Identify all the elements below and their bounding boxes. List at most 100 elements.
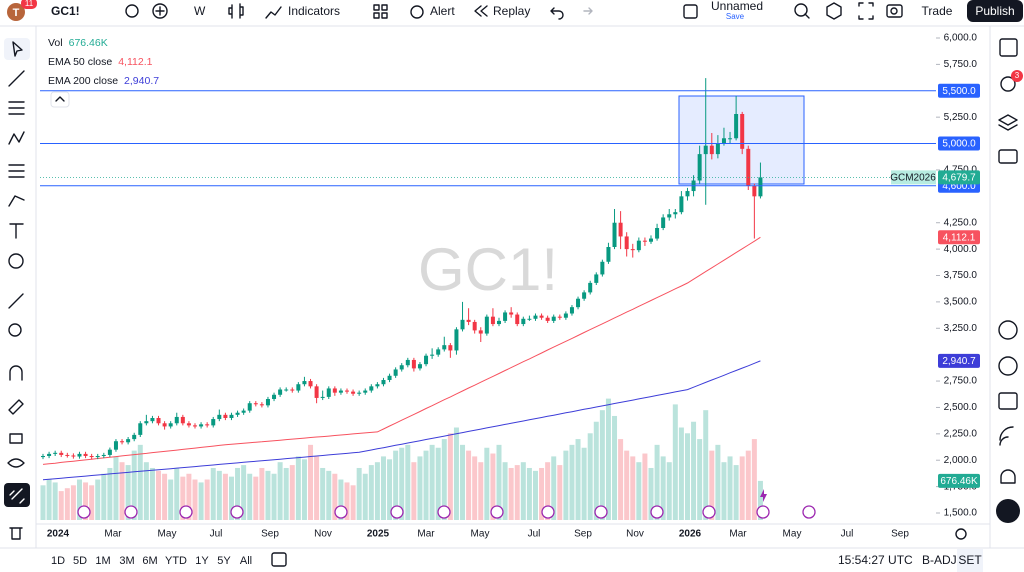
candle-body [71,455,76,457]
fullscreen-icon[interactable] [858,2,874,20]
range-button[interactable]: 5Y [217,555,231,567]
alert[interactable]: Alert [430,4,455,18]
candle-body [278,389,283,395]
trend-line-tool[interactable] [8,70,25,87]
text-tool[interactable] [9,223,24,239]
save[interactable]: Save [726,12,745,21]
event-icon[interactable] [760,489,767,502]
emoji-tool[interactable] [8,253,24,269]
adjustment[interactable]: B-ADJ [922,553,957,567]
candle-body [113,441,118,450]
volume-bar [581,447,587,520]
brush-tool[interactable] [8,195,25,207]
delete-tool[interactable] [9,527,23,540]
event-marker[interactable] [334,505,348,519]
indicators[interactable]: Indicators [288,4,340,18]
event-marker[interactable] [802,505,816,519]
candle-body [588,282,593,293]
x-tick-label: Mar [729,529,747,540]
volume-layer [40,398,763,520]
search-icon[interactable] [794,3,808,17]
event-marker[interactable] [437,505,451,519]
event-marker[interactable] [756,505,770,519]
interval[interactable]: W [194,4,206,18]
event-marker[interactable] [541,505,555,519]
volume-bar [101,473,107,520]
event-marker[interactable] [594,505,608,519]
layers-icon[interactable] [998,114,1018,131]
event-marker[interactable] [650,505,664,519]
replay[interactable]: Replay [493,4,530,18]
ideas-icon[interactable] [998,320,1018,340]
snapshot-icon[interactable] [886,4,903,18]
ruler-tool[interactable] [8,293,24,309]
indicators-icon[interactable] [265,6,282,19]
event-marker[interactable] [490,505,504,519]
volume-bar [247,473,253,520]
settings-icon[interactable] [826,2,842,20]
volume-bar [228,476,234,520]
candle-body [308,381,313,387]
event-marker[interactable] [230,505,244,519]
cursor-tool[interactable] [12,41,23,57]
range-button[interactable]: 3M [119,555,134,567]
session[interactable]: SET [958,553,982,567]
visibility-tool[interactable] [7,458,25,468]
range-button[interactable]: YTD [165,555,187,567]
layout-name[interactable]: Unnamed [711,0,763,13]
stream-icon[interactable] [999,426,1014,446]
drawing-mode-tool[interactable] [8,399,24,415]
range-button[interactable]: 1D [51,555,65,567]
avatar[interactable] [7,3,25,21]
event-marker[interactable] [702,505,716,519]
layout-icon[interactable] [373,4,380,11]
projection-tool[interactable] [8,164,25,178]
magnet-tool[interactable] [9,365,23,381]
top-toolbar: T 11 GC1! W Indicators Alert Replay Unna… [0,0,1024,27]
replay-icon[interactable] [474,5,488,17]
symbol-info-icon[interactable] [125,4,139,18]
watchlist-icon[interactable] [999,38,1018,57]
lock-tool[interactable] [9,433,23,444]
date-range-icon[interactable] [271,552,287,567]
checkbox[interactable] [683,4,698,19]
event-marker[interactable] [390,505,404,519]
publish[interactable]: Publish [975,4,1014,18]
calendar-icon[interactable] [998,392,1018,410]
symbol[interactable]: GC1! [51,4,80,18]
chat-icon[interactable] [998,149,1018,164]
trade[interactable]: Trade [922,4,953,18]
notifications-icon[interactable] [1000,469,1016,484]
candle-body [430,354,435,356]
candle-body [284,389,289,391]
undo-icon[interactable] [550,7,564,20]
redo-icon[interactable] [583,7,593,15]
volume-bar [399,447,405,520]
x-tick-label: Sep [261,529,279,540]
range-button[interactable]: All [240,555,252,567]
range-button[interactable]: 5D [73,555,87,567]
range-button[interactable]: 1Y [195,555,209,567]
event-marker[interactable] [77,505,91,519]
zoom-tool[interactable] [8,323,22,337]
settings-icon[interactable] [955,528,967,540]
range-button[interactable]: 6M [142,555,157,567]
pulse-icon[interactable] [998,356,1018,376]
publish-button[interactable] [967,0,1023,22]
alerts-icon[interactable] [1000,76,1016,92]
apps-button[interactable] [996,499,1020,523]
alert-icon[interactable] [410,5,424,19]
pattern-tool[interactable] [8,131,25,145]
chart-type-icon[interactable] [228,3,244,19]
link-tool[interactable] [9,488,25,504]
volume-bar [496,444,502,520]
range-button[interactable]: 1M [95,555,110,567]
event-marker[interactable] [124,505,138,519]
collapse-legend[interactable] [50,91,70,108]
volume-bar [654,444,660,520]
compare-icon[interactable] [152,3,168,19]
fib-tool[interactable] [8,101,25,115]
candle-body [642,240,647,242]
event-marker[interactable] [179,505,193,519]
price-label-box [938,230,980,245]
